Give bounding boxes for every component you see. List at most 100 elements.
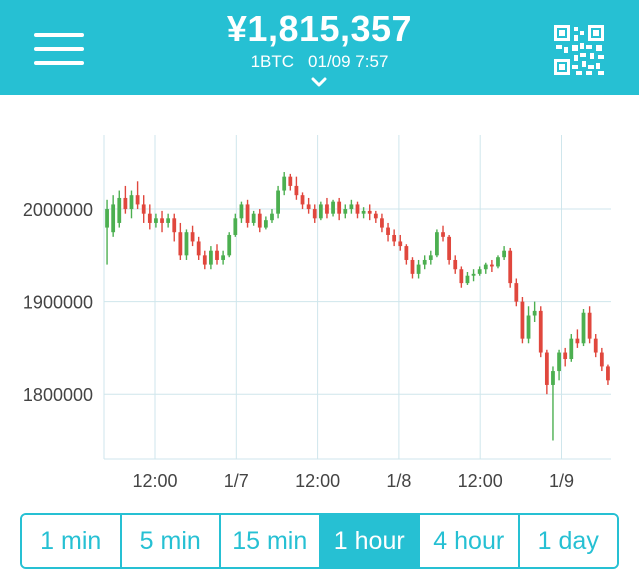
candle-body xyxy=(471,273,476,276)
candle-body xyxy=(117,197,122,223)
tab-15-min[interactable]: 15 min xyxy=(219,515,319,567)
candle-body xyxy=(563,352,568,360)
candle-body xyxy=(496,257,500,267)
candle xyxy=(349,199,354,214)
price-chart[interactable]: 12:00 1/7 12:00 1/8 12:00 1/9 2000000 1900000 18… xyxy=(0,95,639,500)
candle xyxy=(325,197,329,219)
candle-body xyxy=(312,209,317,219)
tab-1-min[interactable]: 1 min xyxy=(22,515,120,567)
timeframe-tabs: 1 min 5 min 15 min 1 hour 4 hour 1 day xyxy=(20,513,619,569)
tab-1-day[interactable]: 1 day xyxy=(517,515,617,567)
candle xyxy=(135,181,140,210)
candle xyxy=(178,222,183,260)
app-header: ¥1,815,357 1BTC 01/09 7:57 xyxy=(0,0,639,95)
candle xyxy=(489,259,494,273)
candle-body xyxy=(129,195,134,210)
tab-5-min[interactable]: 5 min xyxy=(119,515,219,567)
candle-body xyxy=(508,250,513,284)
candle xyxy=(129,190,134,219)
candle xyxy=(496,255,500,269)
candle-body xyxy=(599,352,604,367)
candle-body xyxy=(227,234,232,256)
candle-body xyxy=(551,371,555,385)
chevron-down-icon[interactable] xyxy=(311,76,327,88)
candle xyxy=(233,213,238,237)
candle xyxy=(386,222,390,242)
candle-body xyxy=(111,204,116,233)
candle xyxy=(392,229,397,247)
candle xyxy=(367,204,372,221)
candle-body xyxy=(263,220,268,228)
qr-code-icon[interactable] xyxy=(554,25,604,75)
candle xyxy=(105,199,109,265)
candle-body xyxy=(221,255,226,260)
x-tick-label: 12:00 xyxy=(132,471,177,491)
candle xyxy=(465,272,470,285)
candle-body xyxy=(337,201,342,214)
candle-body xyxy=(318,204,323,219)
candle xyxy=(459,266,464,288)
candle xyxy=(441,225,445,242)
candle-body xyxy=(447,236,452,260)
candle-body xyxy=(105,209,109,228)
candle xyxy=(453,255,458,274)
candle-body xyxy=(190,232,195,242)
candle xyxy=(410,257,415,279)
candle xyxy=(318,201,323,221)
candle xyxy=(215,244,219,265)
candle xyxy=(239,201,244,223)
candle xyxy=(428,250,433,265)
candle xyxy=(294,176,299,200)
candle-body xyxy=(154,218,158,223)
candle xyxy=(202,250,207,270)
candle xyxy=(435,229,439,258)
candle xyxy=(282,172,287,196)
candle-body xyxy=(575,338,580,344)
candle xyxy=(361,207,366,219)
price-subline: 1BTC 01/09 7:57 xyxy=(0,52,639,72)
candle-body xyxy=(581,312,586,344)
candle xyxy=(263,216,268,230)
candle-body xyxy=(123,197,128,210)
candle xyxy=(483,262,488,274)
candle-body xyxy=(257,213,262,228)
tab-1-hour[interactable]: 1 hour xyxy=(318,515,418,567)
candle-body xyxy=(233,218,238,235)
price-timestamp: 01/09 7:57 xyxy=(308,52,389,71)
candle-body xyxy=(245,204,250,223)
candle xyxy=(380,213,384,233)
candle xyxy=(251,210,256,226)
candle-body xyxy=(166,218,171,223)
candle-body xyxy=(428,255,433,260)
x-tick-label: 1/9 xyxy=(549,471,574,491)
candle xyxy=(355,201,360,219)
candle xyxy=(447,234,452,265)
candle-body xyxy=(288,176,293,186)
candle-body xyxy=(569,338,574,360)
candle xyxy=(209,246,213,270)
candle-body xyxy=(355,204,360,214)
candle xyxy=(117,190,122,228)
hamburger-menu-icon[interactable] xyxy=(34,33,84,65)
candle-body xyxy=(325,204,329,214)
candle-body xyxy=(526,315,531,339)
candle-body xyxy=(593,338,598,353)
candle xyxy=(276,185,280,219)
candle xyxy=(551,366,555,441)
candle-body xyxy=(416,264,421,274)
tab-4-hour[interactable]: 4 hour xyxy=(418,515,518,567)
candle-body xyxy=(477,269,482,274)
candle xyxy=(599,347,604,372)
candle xyxy=(312,204,317,223)
candle-body xyxy=(202,255,207,265)
candle-body xyxy=(361,210,366,214)
candle xyxy=(184,229,189,260)
x-tick-label: 12:00 xyxy=(458,471,503,491)
candle xyxy=(111,195,116,237)
candle-body xyxy=(514,283,519,302)
candle xyxy=(141,195,146,223)
candle-body xyxy=(483,264,488,270)
candle-body xyxy=(276,190,280,214)
candle xyxy=(538,306,543,358)
candle-body xyxy=(404,246,409,260)
